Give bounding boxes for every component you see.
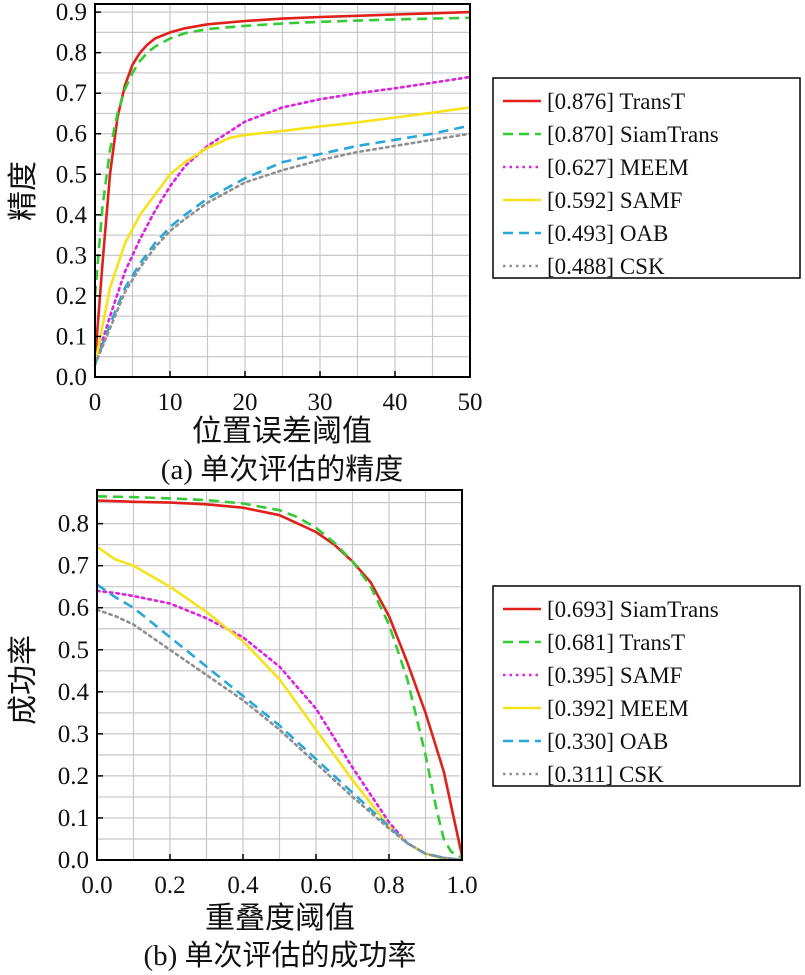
precision-chart-ytick-label: 0.8 xyxy=(56,40,87,67)
success-chart-ytick-label: 0.5 xyxy=(58,637,89,664)
precision-chart-series-line-1 xyxy=(93,16,471,297)
success-chart-ytick-label: 0.8 xyxy=(58,511,89,538)
precision-chart-series xyxy=(93,10,472,367)
precision-chart-series-line-4 xyxy=(93,124,471,366)
precision-chart-legend-box xyxy=(492,77,801,279)
precision-chart-legend-label-2: [0.627] MEEM xyxy=(547,155,689,180)
precision-chart-ytick-label: 0.9 xyxy=(56,0,87,26)
success-chart-series-line-0 xyxy=(96,499,464,857)
success-chart-xtick-label: 0.4 xyxy=(227,872,259,899)
precision-chart-caption: (a) 单次评估的精度 xyxy=(161,453,403,486)
success-chart-ytick-label: 0.0 xyxy=(58,847,89,874)
success-chart-legend-box xyxy=(492,585,801,787)
precision-chart-ytick-label: 0.7 xyxy=(56,80,87,107)
success-chart-legend: [0.693] SiamTrans [0.681] TransT [0.395] S… xyxy=(492,585,801,787)
precision-chart-plot-frame xyxy=(94,3,471,378)
precision-chart-ytick-label: 0.3 xyxy=(56,242,87,269)
success-chart-series-line-1 xyxy=(96,495,463,860)
success-chart-legend-label-2: [0.395] SAMF xyxy=(547,663,682,688)
success-chart-caption: (b) 单次评估的成功率 xyxy=(143,939,416,972)
precision-chart-series-line-2 xyxy=(93,75,472,367)
success-chart-series-line-5 xyxy=(95,608,464,862)
success-chart-xtick-label: 0.2 xyxy=(154,872,185,899)
success-chart-ytick-label: 0.6 xyxy=(58,595,89,622)
success-chart-grid xyxy=(97,490,462,860)
success-chart-series xyxy=(95,495,464,862)
success-chart-ytick-label: 0.3 xyxy=(58,721,89,748)
success-chart-plot-frame xyxy=(96,489,463,861)
precision-chart-series-line-3 xyxy=(93,106,471,366)
success-chart-xtick-label: 0.6 xyxy=(300,872,331,899)
success-chart-legend-label-5: [0.311] CSK xyxy=(547,762,664,787)
precision-chart-ytick-label: 0.5 xyxy=(56,161,87,188)
precision-chart-xtick-label: 0 xyxy=(89,389,102,416)
success-chart-xtick-label: 0.0 xyxy=(81,872,112,899)
precision-chart-xtick-label: 10 xyxy=(158,389,183,416)
precision-chart-ytick-label: 0.1 xyxy=(56,323,87,350)
success-chart-ticks: 0.0 0.2 0.4 0.6 0.8 1.0 0.0 0.1 0.2 0.3 0.4 0.5 0.6 0… xyxy=(58,511,478,899)
success-chart-ylabel: 成功率 xyxy=(7,635,40,725)
precision-chart-ytick-label: 0.6 xyxy=(56,121,87,148)
precision-chart-xlabel: 位置误差阈值 xyxy=(192,415,372,448)
success-chart-legend-label-1: [0.681] TransT xyxy=(547,630,685,655)
success-chart-xtick-label: 1.0 xyxy=(446,872,477,899)
precision-chart-legend-label-0: [0.876] TransT xyxy=(547,89,685,114)
precision-chart-xtick-label: 50 xyxy=(458,389,483,416)
precision-chart-legend-label-3: [0.592] SAMF xyxy=(547,188,682,213)
precision-chart-ytick-label: 0.2 xyxy=(56,283,87,310)
precision-chart-ticks: 0 10 20 30 40 50 0.0 0.1 0.2 0.3 0.4 0.5 0.6 0.7 0.8 0.… xyxy=(56,0,483,416)
precision-chart-xtick-label: 30 xyxy=(308,389,333,416)
precision-chart-ytick-label: 0.4 xyxy=(56,202,88,229)
success-chart-ytick-label: 0.4 xyxy=(58,679,90,706)
success-chart-series-line-4 xyxy=(96,583,463,862)
precision-chart-legend-label-4: [0.493] OAB xyxy=(547,221,668,246)
success-chart-xtick-label: 0.8 xyxy=(373,872,404,899)
precision-chart-xtick-label: 20 xyxy=(233,389,258,416)
success-chart-xlabel: 重叠度阈值 xyxy=(205,902,355,935)
success-chart-ytick-label: 0.1 xyxy=(58,805,89,832)
precision-chart: 0 10 20 30 40 50 0.0 0.1 0.2 0.3 0.4 0.5 0.6 0.7 0.8 0.… xyxy=(7,0,801,486)
precision-chart-legend-label-5: [0.488] CSK xyxy=(547,254,665,279)
precision-chart-series-line-5 xyxy=(93,132,472,367)
precision-chart-xtick-label: 40 xyxy=(383,389,408,416)
precision-chart-grid xyxy=(95,4,470,377)
precision-chart-ylabel: 精度 xyxy=(7,161,40,221)
success-chart-legend-label-3: [0.392] MEEM xyxy=(547,696,689,721)
precision-chart-legend: [0.876] TransT [0.870] SiamTrans [0.627] M… xyxy=(492,77,801,279)
precision-chart-ytick-label: 0.0 xyxy=(56,364,87,391)
success-chart-legend-label-4: [0.330] OAB xyxy=(547,729,668,754)
precision-chart-legend-label-1: [0.870] SiamTrans xyxy=(547,122,719,147)
success-chart-ytick-label: 0.7 xyxy=(58,553,89,580)
success-chart: 0.0 0.2 0.4 0.6 0.8 1.0 0.0 0.1 0.2 0.3 0.4 0.5 0.6 0… xyxy=(7,489,801,972)
success-chart-ytick-label: 0.2 xyxy=(58,763,89,790)
success-chart-legend-label-0: [0.693] SiamTrans xyxy=(547,597,719,622)
